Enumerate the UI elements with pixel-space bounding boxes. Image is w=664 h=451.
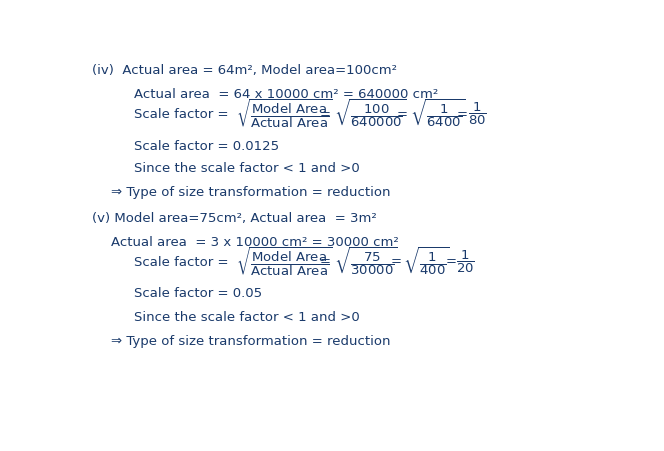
Text: =: = [397, 107, 408, 120]
Text: $\dfrac{1}{20}$: $\dfrac{1}{20}$ [456, 249, 475, 275]
Text: ⇒ Type of size transformation = reduction: ⇒ Type of size transformation = reductio… [112, 185, 391, 198]
Text: $\sqrt{\dfrac{\mathrm{Model\ Area}}{\mathrm{Actual\ Area}}}$: $\sqrt{\dfrac{\mathrm{Model\ Area}}{\mat… [236, 245, 333, 278]
Text: $\sqrt{\dfrac{1}{400}}$: $\sqrt{\dfrac{1}{400}}$ [403, 245, 450, 277]
Text: $\sqrt{\dfrac{75}{30000}}$: $\sqrt{\dfrac{75}{30000}}$ [334, 245, 398, 277]
Text: Scale factor =: Scale factor = [134, 107, 233, 120]
Text: ⇒ Type of size transformation = reduction: ⇒ Type of size transformation = reductio… [112, 334, 391, 347]
Text: Since the scale factor < 1 and >0: Since the scale factor < 1 and >0 [134, 162, 360, 175]
Text: Scale factor = 0.0125: Scale factor = 0.0125 [134, 139, 280, 152]
Text: Scale factor =: Scale factor = [134, 255, 233, 268]
Text: Actual area  = 3 x 10000 cm² = 30000 cm²: Actual area = 3 x 10000 cm² = 30000 cm² [112, 235, 399, 249]
Text: =: = [446, 255, 456, 268]
Text: $\sqrt{\dfrac{100}{640000}}$: $\sqrt{\dfrac{100}{640000}}$ [334, 98, 406, 130]
Text: =: = [457, 107, 468, 120]
Text: Actual area  = 64 x 10000 cm² = 640000 cm²: Actual area = 64 x 10000 cm² = 640000 cm… [134, 88, 439, 101]
Text: =: = [320, 107, 331, 120]
Text: (v) Model area=75cm², Actual area  = 3m²: (v) Model area=75cm², Actual area = 3m² [92, 211, 377, 224]
Text: =: = [320, 255, 331, 268]
Text: Scale factor = 0.05: Scale factor = 0.05 [134, 287, 262, 300]
Text: $\sqrt{\dfrac{\mathrm{Model\ Area}}{\mathrm{Actual\ Area}}}$: $\sqrt{\dfrac{\mathrm{Model\ Area}}{\mat… [236, 97, 333, 130]
Text: (iv)  Actual area = 64m², Model area=100cm²: (iv) Actual area = 64m², Model area=100c… [92, 64, 397, 77]
Text: $\sqrt{\dfrac{1}{6400}}$: $\sqrt{\dfrac{1}{6400}}$ [410, 98, 465, 130]
Text: Since the scale factor < 1 and >0: Since the scale factor < 1 and >0 [134, 310, 360, 323]
Text: =: = [390, 255, 401, 268]
Text: $\dfrac{1}{80}$: $\dfrac{1}{80}$ [468, 101, 487, 127]
